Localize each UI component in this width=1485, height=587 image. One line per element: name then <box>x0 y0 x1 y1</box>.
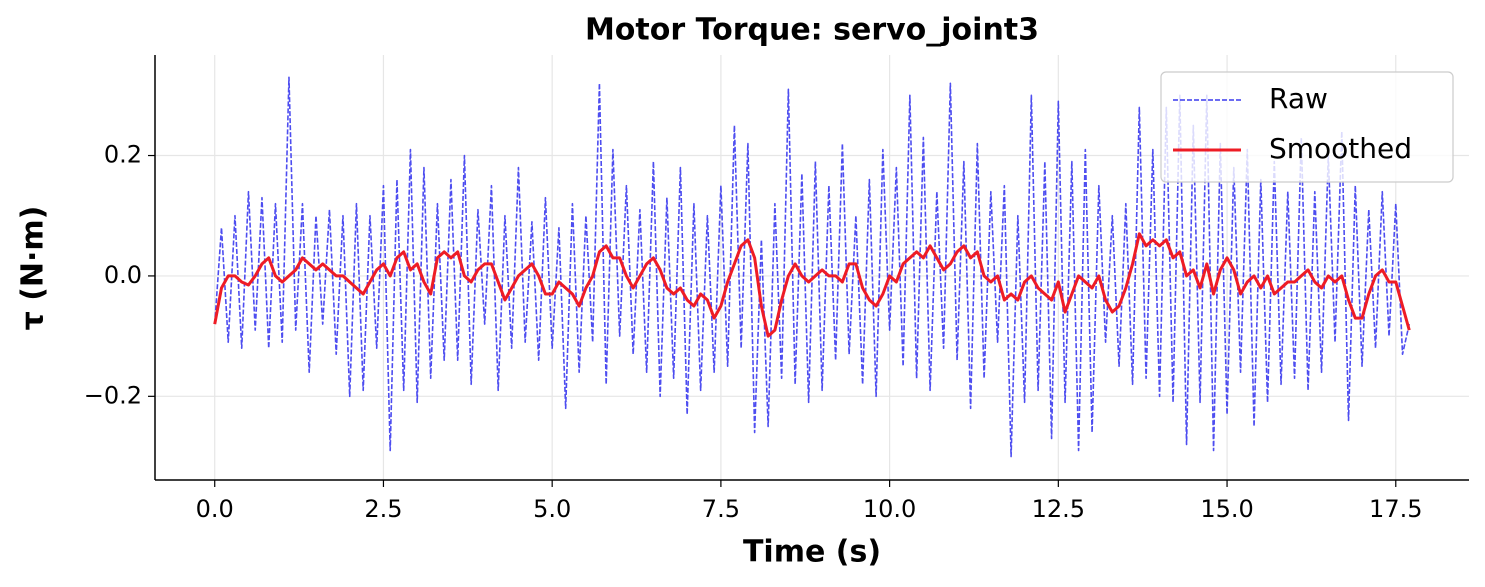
y-tick-label: 0.0 <box>104 261 142 289</box>
x-tick-label: 2.5 <box>364 495 402 523</box>
legend-label: Raw <box>1269 82 1328 115</box>
series-line <box>213 232 1411 338</box>
x-tick-label: 15.0 <box>1200 495 1253 523</box>
legend: Raw Smoothed <box>1160 71 1454 183</box>
y-tick-label: 0.2 <box>104 141 142 169</box>
y-axis-label: τ (N·m) <box>16 206 51 331</box>
x-tick-label: 17.5 <box>1369 495 1422 523</box>
x-tick-label: 5.0 <box>533 495 571 523</box>
x-tick-label: 7.5 <box>702 495 740 523</box>
series-line <box>213 76 1411 458</box>
x-tick-label: 12.5 <box>1032 495 1085 523</box>
chart-title: Motor Torque: servo_joint3 <box>585 13 1039 48</box>
x-tick-label: 10.0 <box>863 495 916 523</box>
y-tick-label: −0.2 <box>84 381 142 409</box>
x-axis-label: Time (s) <box>743 535 881 570</box>
legend-label: Smoothed <box>1269 132 1412 165</box>
x-tick-label: 0.0 <box>196 495 234 523</box>
